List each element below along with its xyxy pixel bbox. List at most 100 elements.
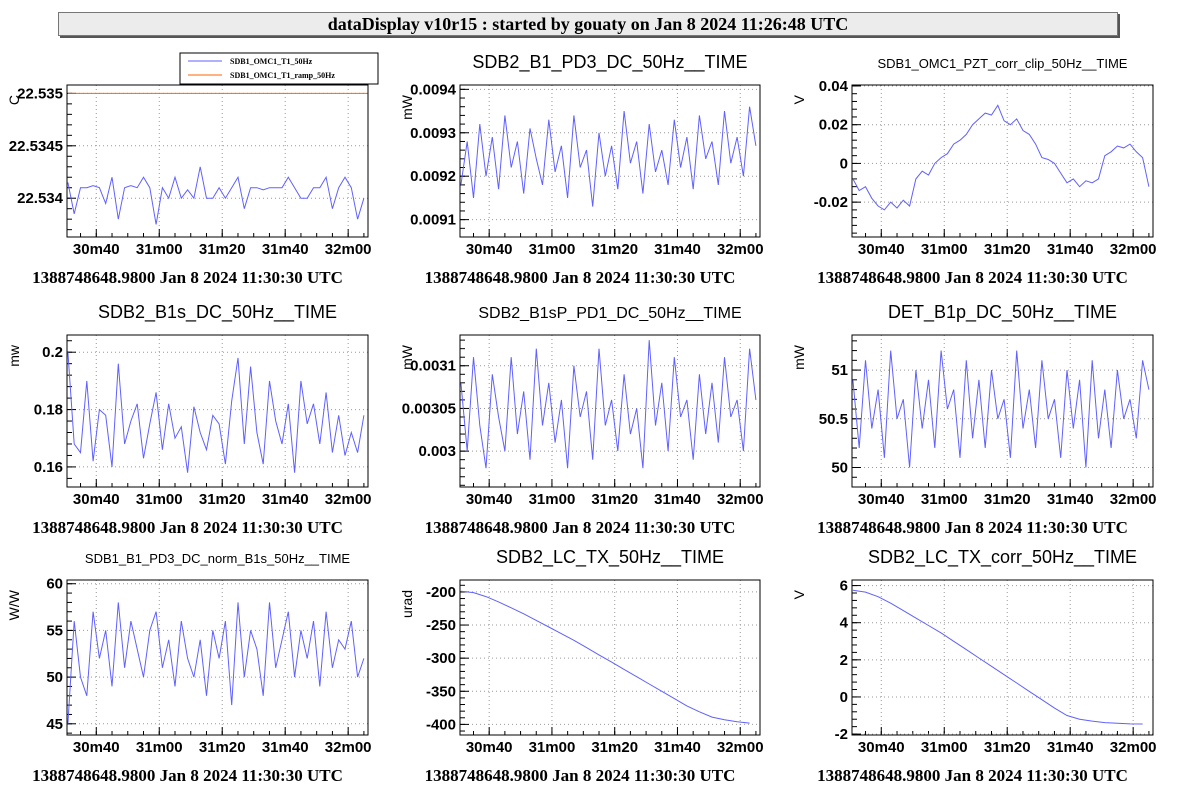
- series-line-SDB2_B1sP_PD1_DC_50Hz: [460, 340, 757, 469]
- y-tick-label: -300: [426, 650, 456, 667]
- app-title-bar: dataDisplay v10r15 : started by gouaty o…: [58, 12, 1118, 36]
- y-tick-label: 0.18: [34, 402, 63, 419]
- x-tick-label: 31m40: [1047, 491, 1094, 508]
- y-tick-label: 0.0093: [410, 125, 456, 142]
- plot-panel-8: 30m40 31m00 31m20 31m40 32m00 -400 -350 -300 -25…: [399, 547, 764, 785]
- x-tick-label: 31m00: [136, 739, 183, 756]
- series-line-SDB1_B1_PD3_DC_norm_B1s_50Hz: [67, 602, 365, 724]
- x-tick-label: 31m40: [262, 241, 309, 258]
- y-axis-label: mW: [399, 94, 415, 120]
- x-tick-label: 32m00: [325, 241, 372, 258]
- legend: SDB1_OMC1_T1_50Hz SDB1_OMC1_T1_ramp_50Hz: [179, 52, 379, 85]
- plot-title: SDB2_LC_TX_corr_50Hz__TIME: [868, 547, 1137, 568]
- plot-frame: [66, 84, 369, 238]
- y-tick-label: 45: [46, 716, 63, 733]
- x-tick-label: 30m40: [73, 739, 120, 756]
- plot-frame: [851, 579, 1154, 736]
- plot-frame: [459, 579, 761, 736]
- series-line-SDB1_OMC1_PZT_corr_clip_50Hz: [852, 104, 1150, 211]
- plot-title: SDB2_LC_TX_50Hz__TIME: [496, 547, 724, 568]
- y-tick-label: 0.02: [819, 117, 848, 134]
- y-tick-label: 0: [840, 689, 848, 706]
- plot-title: DET_B1p_DC_50Hz__TIME: [888, 302, 1117, 323]
- x-tick-label: 32m00: [1110, 739, 1157, 756]
- x-tick-label: 30m40: [73, 241, 120, 258]
- plot-frame: [851, 84, 1154, 238]
- y-tick-label: 22.535: [17, 85, 63, 102]
- plot-panel-3: 30m40 31m00 31m20 31m40 32m00 -0.02 0 0.02 0.04 S…: [791, 56, 1157, 287]
- series-line-SDB2_B1_PD3_DC_50Hz: [460, 106, 757, 207]
- series-line-DET_B1p_DC_50Hz: [852, 350, 1150, 468]
- y-tick-label: 2: [840, 652, 848, 669]
- x-tick-label: 32m00: [325, 491, 372, 508]
- x-tick-label: 31m00: [529, 739, 576, 756]
- time-footer: 1388748648.9800 Jan 8 2024 11:30:30 UTC: [817, 766, 1128, 785]
- y-tick-label: 0.04: [819, 78, 849, 95]
- y-tick-label: 0.003: [418, 443, 456, 460]
- x-tick-label: 31m40: [1047, 739, 1094, 756]
- plot-panel-6: 30m40 31m00 31m20 31m40 32m00 50 50.5 51 DET_B1p…: [791, 302, 1157, 537]
- x-tick-label: 32m00: [1110, 241, 1157, 258]
- plot-panel-2: 30m40 31m00 31m20 31m40 32m00 0.0091 0.0092 0.0…: [399, 52, 764, 287]
- y-tick-label: 0.00305: [402, 400, 456, 417]
- y-tick-label: 50: [46, 669, 63, 686]
- y-tick-label: -0.02: [814, 194, 848, 211]
- y-axis-label: mW: [791, 344, 807, 370]
- x-tick-label: 31m40: [1047, 241, 1094, 258]
- plot-title: SDB2_B1_PD3_DC_50Hz__TIME: [472, 52, 747, 73]
- time-footer: 1388748648.9800 Jan 8 2024 11:30:30 UTC: [425, 766, 736, 785]
- plot-frame: [851, 334, 1154, 488]
- x-tick-label: 31m00: [921, 491, 968, 508]
- series-line-SDB1_OMC1_T1_50Hz: [67, 166, 365, 225]
- y-tick-label: 50.5: [819, 411, 848, 428]
- y-tick-label: 55: [46, 622, 63, 639]
- y-tick-label: 22.534: [17, 190, 64, 207]
- plot-frame: [459, 334, 761, 488]
- plot-title: SDB1_B1_PD3_DC_norm_B1s_50Hz__TIME: [85, 551, 351, 566]
- legend-entry: SDB1_OMC1_T1_50Hz: [230, 57, 313, 66]
- y-axis-label: W/W: [6, 589, 22, 620]
- y-tick-label: 0: [840, 155, 848, 172]
- time-footer: 1388748648.9800 Jan 8 2024 11:30:30 UTC: [32, 766, 343, 785]
- plot-title: SDB2_B1s_DC_50Hz__TIME: [98, 302, 337, 323]
- plot-title: SDB2_B1sP_PD1_DC_50Hz__TIME: [478, 305, 741, 322]
- series-line-SDB2_B1s_DC_50Hz: [67, 352, 365, 473]
- y-tick-label: 0.0091: [410, 212, 456, 229]
- y-axis-label: V: [791, 94, 807, 104]
- time-footer: 1388748648.9800 Jan 8 2024 11:30:30 UTC: [425, 268, 736, 287]
- x-tick-label: 32m00: [1110, 491, 1157, 508]
- x-tick-label: 31m00: [921, 739, 968, 756]
- x-tick-label: 31m20: [199, 241, 246, 258]
- x-tick-label: 31m00: [529, 491, 576, 508]
- legend-entry: SDB1_OMC1_T1_ramp_50Hz: [230, 71, 335, 80]
- x-tick-label: 32m00: [717, 241, 764, 258]
- x-tick-label: 31m20: [591, 491, 638, 508]
- x-tick-label: 31m20: [984, 739, 1031, 756]
- x-tick-label: 30m40: [466, 491, 513, 508]
- y-tick-label: 22.5345: [9, 138, 63, 155]
- time-footer: 1388748648.9800 Jan 8 2024 11:30:30 UTC: [817, 268, 1128, 287]
- x-tick-label: 31m20: [984, 241, 1031, 258]
- x-tick-label: 30m40: [73, 491, 120, 508]
- y-axis-label: mw: [6, 344, 22, 367]
- y-tick-label: 0.2: [42, 344, 63, 361]
- plot-panel-4: 30m40 31m00 31m20 31m40 32m00 0.16 0.18 0.2 SDB2…: [6, 302, 372, 537]
- x-tick-label: 30m40: [466, 739, 513, 756]
- x-tick-label: 30m40: [858, 491, 905, 508]
- x-tick-label: 32m00: [717, 739, 764, 756]
- y-tick-label: -250: [426, 617, 456, 634]
- y-tick-label: 0.0031: [410, 358, 456, 375]
- x-tick-label: 30m40: [858, 241, 905, 258]
- y-axis-label: urad: [399, 590, 415, 618]
- x-tick-label: 31m20: [199, 491, 246, 508]
- x-tick-label: 32m00: [325, 739, 372, 756]
- y-tick-label: 6: [840, 578, 848, 595]
- legend-box: [179, 52, 379, 85]
- x-tick-label: 30m40: [858, 739, 905, 756]
- y-tick-label: 0.0094: [410, 81, 457, 98]
- y-tick-label: -400: [426, 716, 456, 733]
- series-line-SDB2_LC_TX_corr_50Hz: [852, 589, 1143, 725]
- y-tick-label: -200: [426, 584, 456, 601]
- plot-panel-5: 30m40 31m00 31m20 31m40 32m00 0.003 0.00305 0.0…: [399, 305, 764, 537]
